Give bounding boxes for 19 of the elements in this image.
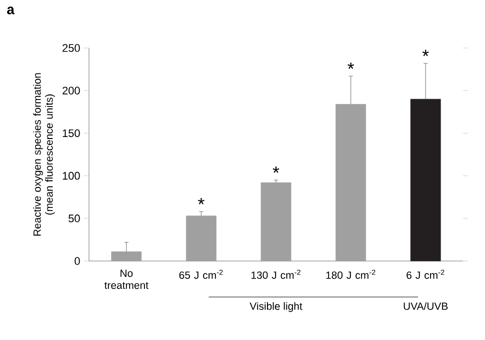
x-tick-label: 6 J cm$^{-2}$: [406, 270, 444, 279]
y-tick-label: 250: [62, 44, 80, 52]
annotation: *: [422, 50, 429, 56]
text: UVA/UVB: [404, 302, 448, 310]
x-tick-label: 180 J cm$^{-2}$: [326, 270, 376, 279]
x-tick-label: 65 J cm$^{-2}$: [179, 270, 223, 279]
x-tick-label: No treatment: [104, 270, 148, 289]
x-tick-label: 130 J cm$^{-2}$: [251, 270, 300, 279]
y-tick-label: 200: [62, 86, 80, 94]
text: Visible light: [250, 302, 302, 312]
y-tick-label: 0: [74, 257, 80, 265]
y-tick-label: 150: [62, 129, 80, 138]
annotation: *: [198, 198, 204, 204]
y-tick-label: 50: [68, 214, 80, 222]
y-axis-title: Reactive oxygen species formation (mean fluorescence units): [33, 73, 55, 236]
chart-title: a: [7, 6, 15, 14]
annotation: *: [272, 166, 280, 173]
annotation: *: [348, 62, 354, 69]
y-tick-label: 100: [62, 172, 80, 180]
